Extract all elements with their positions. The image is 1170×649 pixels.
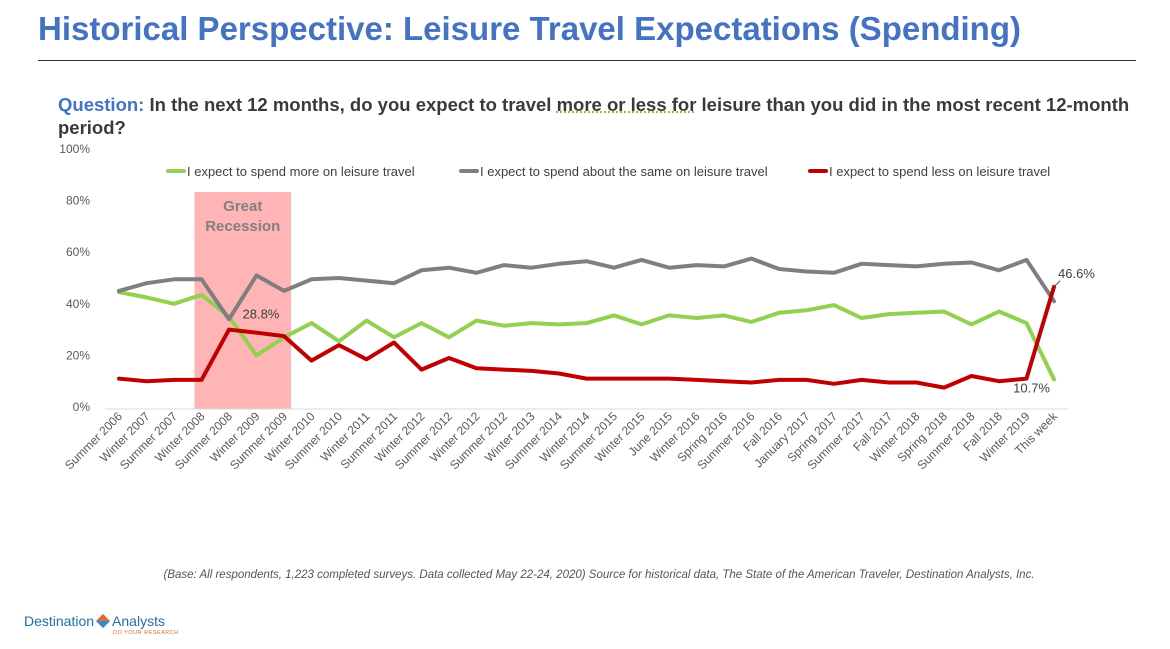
y-tick-label: 60% xyxy=(66,245,90,259)
y-tick-label: 20% xyxy=(66,348,90,362)
logo-diamond-icon xyxy=(95,613,111,628)
y-tick-label: 0% xyxy=(73,400,91,414)
annotation-layer: 28.8% 46.6% 10.7% xyxy=(243,266,1096,396)
title-divider xyxy=(38,60,1136,61)
y-tick-label: 100% xyxy=(59,142,90,156)
legend: I expect to spend more on leisure travel… xyxy=(166,164,1050,179)
series-line xyxy=(117,290,1056,382)
legend-label: I expect to spend less on leisure travel xyxy=(829,164,1050,179)
data-label: 10.7% xyxy=(1013,380,1050,395)
question-text-emphasis: more or less for xyxy=(556,94,697,115)
question-text-after: leisure than you did in the most recent … xyxy=(58,94,1130,138)
question-text-before: In the next 12 months, do you expect to … xyxy=(144,94,557,115)
legend-label: I expect to spend about the same on leis… xyxy=(480,164,768,179)
question-text: Question: In the next 12 months, do you … xyxy=(58,93,1153,139)
y-tick-label: 80% xyxy=(66,194,90,208)
y-tick-label: 40% xyxy=(66,297,90,311)
logo-tagline: DO YOUR RESEARCH xyxy=(113,630,179,636)
slide-title: Historical Perspective: Leisure Travel E… xyxy=(38,10,1021,47)
great-recession-label: Recession xyxy=(205,218,280,235)
footnote: (Base: All respondents, 1,223 completed … xyxy=(163,569,1035,581)
legend-label: I expect to spend more on leisure travel xyxy=(187,164,415,179)
company-logo: Destination Analysts DO YOUR RESEARCH xyxy=(24,612,178,636)
question-label: Question: xyxy=(58,94,145,115)
series-line xyxy=(117,284,1056,390)
logo-name-left: Destination xyxy=(24,612,95,629)
data-label: 28.8% xyxy=(243,307,280,322)
logo-name-right: Analysts xyxy=(112,612,165,629)
series-line xyxy=(117,256,1056,322)
data-label: 46.6% xyxy=(1058,266,1095,281)
series-layer xyxy=(117,256,1056,390)
great-recession-label: Great xyxy=(223,198,262,215)
data-label-leader xyxy=(1053,280,1061,288)
